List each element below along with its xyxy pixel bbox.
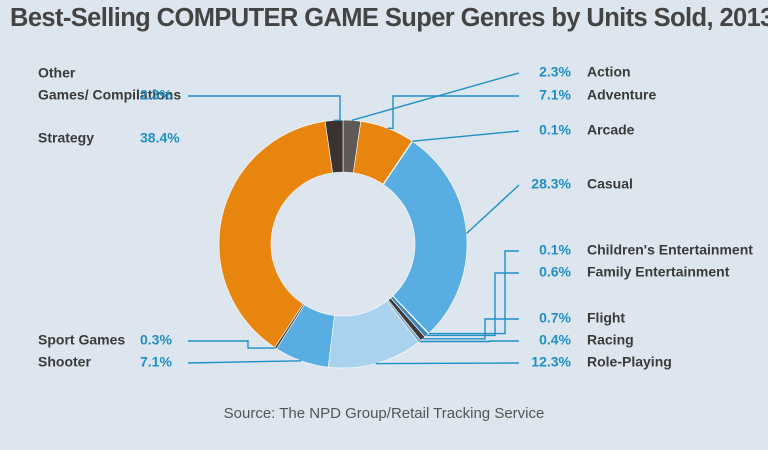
name-label-racing: Racing <box>587 332 634 348</box>
leader-role-playing <box>375 362 520 365</box>
name-label-flight: Flight <box>587 310 625 326</box>
value-label-racing: 0.4% <box>539 332 571 348</box>
name-label-casual: Casual <box>587 176 633 192</box>
name-label-arcade: Arcade <box>587 122 635 138</box>
name-label-children-s-entertainment: Children's Entertainment <box>587 242 753 258</box>
source-note: Source: The NPD Group/Retail Tracking Se… <box>223 405 545 422</box>
name-label-other-games-compilations-line1: Other <box>38 65 76 81</box>
leader-lines-group <box>187 72 520 365</box>
leader-shooter <box>187 360 302 364</box>
leader-other-games-compilations <box>188 95 341 122</box>
value-label-shooter: 7.1% <box>140 354 172 370</box>
name-label-action: Action <box>587 64 631 80</box>
leader-children-s-entertainment <box>428 250 519 335</box>
value-label-strategy: 38.4% <box>140 130 180 146</box>
value-label-family-entertainment: 0.6% <box>539 264 571 280</box>
chart-title: Best-Selling COMPUTER GAME Super Genres … <box>10 4 768 32</box>
name-label-role-playing: Role-Playing <box>587 354 672 370</box>
leader-adventure <box>387 95 519 129</box>
value-label-adventure: 7.1% <box>539 87 571 103</box>
name-label-sport-games: Sport Games <box>38 332 125 348</box>
name-label-other-games-compilations-line2: Games/ Compilations <box>38 87 181 103</box>
name-label-adventure: Adventure <box>587 87 656 103</box>
name-label-family-entertainment: Family Entertainment <box>587 264 730 280</box>
value-label-sport-games: 0.3% <box>140 332 172 348</box>
leader-family-entertainment <box>426 272 519 337</box>
slice-strategy <box>218 120 333 348</box>
leader-arcade <box>412 130 520 142</box>
value-label-arcade: 0.1% <box>539 122 571 138</box>
value-label-other-games-compilations: 2.3% <box>140 87 172 103</box>
value-label-flight: 0.7% <box>539 310 571 326</box>
value-label-role-playing: 12.3% <box>531 354 571 370</box>
slice-other-games-compilations <box>324 119 344 174</box>
slice-casual <box>383 141 468 334</box>
value-label-casual: 28.3% <box>531 176 571 192</box>
value-label-action: 2.3% <box>539 64 571 80</box>
slices-group <box>218 119 468 369</box>
leader-sport-games <box>188 340 276 349</box>
name-label-shooter: Shooter <box>38 354 91 370</box>
name-label-strategy: Strategy <box>38 130 94 146</box>
leader-casual <box>466 184 520 235</box>
leader-flight <box>422 318 519 340</box>
value-label-children-s-entertainment: 0.1% <box>539 242 571 258</box>
labels-group: 2.3% Action 7.1% Adventure 0.1% Arcade 28.3% Ca… <box>38 64 753 370</box>
